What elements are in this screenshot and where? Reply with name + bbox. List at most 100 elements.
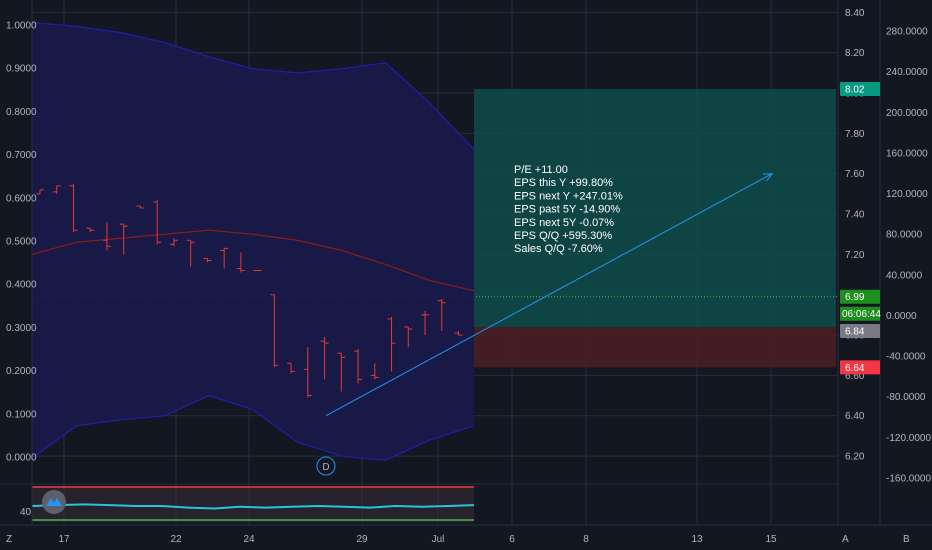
- price-axis-tick: 6.20: [845, 452, 865, 463]
- indicator-logo[interactable]: [42, 490, 66, 514]
- price-axis-tick: 8.40: [845, 8, 865, 19]
- secondary-axis-tick: -80.0000: [886, 392, 926, 403]
- price-axis-tick: 6.60: [845, 371, 865, 382]
- candle[interactable]: [102, 222, 111, 251]
- candle[interactable]: [370, 363, 379, 380]
- left-axis-tick: 0.3000: [6, 323, 37, 334]
- price-axis-tick: 7.60: [845, 169, 865, 180]
- annotation-line: EPS past 5Y -14.90%: [514, 204, 620, 216]
- stop-price-tag: 6.64: [840, 360, 880, 375]
- price-axis-tick: 7.80: [845, 129, 865, 140]
- secondary-axis-tick: 160.0000: [886, 148, 928, 159]
- left-axis-tick: 1.0000: [6, 21, 37, 32]
- candle[interactable]: [86, 227, 95, 233]
- candle[interactable]: [169, 238, 178, 247]
- price-tags: 8.02 6.99 06:06:44 6.84 6.64: [840, 82, 881, 375]
- mountain-icon: [46, 498, 62, 506]
- secondary-axis-tick: -160.0000: [886, 474, 931, 485]
- candle[interactable]: [203, 257, 212, 263]
- annotation-line: EPS this Y +99.80%: [514, 177, 613, 189]
- annotation-line: EPS next Y +247.01%: [514, 190, 623, 202]
- corner-label-auto[interactable]: A: [842, 534, 849, 545]
- corner-label-left[interactable]: Z: [6, 534, 12, 545]
- candle[interactable]: [387, 316, 396, 372]
- annotation-line: EPS Q/Q +595.30%: [514, 230, 612, 242]
- time-axis-tick: 24: [243, 534, 255, 545]
- time-axis-tick: Jul: [432, 534, 445, 545]
- target-price-tag-bg: [840, 82, 880, 96]
- stop-price-tag-text: 6.64: [845, 363, 865, 374]
- price-axis-tick: 8.20: [845, 48, 865, 59]
- candle[interactable]: [186, 239, 195, 267]
- annotation-line: EPS next 5Y -0.07%: [514, 217, 614, 229]
- stop-price-tag-bg: [840, 360, 880, 375]
- annotation-line: Sales Q/Q -7.60%: [514, 243, 603, 255]
- left-axis-tick: 0.6000: [6, 193, 37, 204]
- candle[interactable]: [52, 185, 61, 194]
- trend-arrow[interactable]: [325, 173, 774, 417]
- candle[interactable]: [69, 183, 78, 233]
- secondary-axis-tick: 240.0000: [886, 67, 928, 78]
- band-upper-line: [31, 21, 475, 150]
- secondary-axis-tick: 0.0000: [886, 311, 917, 322]
- secondary-axis-tick: 200.0000: [886, 108, 928, 119]
- oscillator-line: [31, 503, 475, 510]
- candles: [36, 183, 463, 398]
- candle[interactable]: [236, 252, 245, 273]
- candle[interactable]: [454, 331, 463, 336]
- corner-label-b[interactable]: B: [903, 534, 910, 545]
- entry-price-tag: 6.84: [840, 324, 880, 338]
- profit-zone[interactable]: [474, 89, 836, 327]
- candle[interactable]: [437, 298, 446, 332]
- candle[interactable]: [354, 349, 363, 384]
- candle[interactable]: [270, 294, 279, 368]
- entry-price-tag-text: 6.84: [845, 327, 865, 338]
- dividend-marker-label: D: [322, 462, 329, 473]
- left-axis-tick: 0.0000: [6, 453, 37, 464]
- loss-zone[interactable]: [474, 327, 836, 368]
- left-axis-tick: 0.2000: [6, 366, 37, 377]
- secondary-axis-tick: 120.0000: [886, 189, 928, 200]
- band-basis-line: [31, 229, 475, 292]
- candle[interactable]: [337, 352, 346, 392]
- arrow-head: [762, 173, 774, 182]
- left-axis-tick: 0.4000: [6, 280, 37, 291]
- candle[interactable]: [220, 247, 229, 269]
- secondary-axis-tick: 80.0000: [886, 230, 923, 241]
- countdown-text: 06:06:44: [842, 309, 881, 320]
- position-zones: [32, 89, 838, 368]
- last-price-tag-text: 6.99: [845, 292, 865, 303]
- candle[interactable]: [119, 223, 128, 255]
- band-fill: [32, 22, 474, 461]
- time-axis-tick: 17: [58, 534, 70, 545]
- dividend-marker[interactable]: [316, 456, 336, 476]
- candle[interactable]: [320, 337, 329, 380]
- time-axis-tick: 6: [509, 534, 515, 545]
- target-price-tag-text: 8.02: [845, 85, 865, 96]
- secondary-axis-tick: 40.0000: [886, 270, 923, 281]
- candle[interactable]: [287, 362, 296, 374]
- secondary-axis-tick: 280.0000: [886, 27, 928, 38]
- candle[interactable]: [153, 199, 162, 245]
- entry-price-tag-bg: [840, 324, 880, 338]
- bollinger-bands: [31, 21, 475, 461]
- candle[interactable]: [136, 205, 145, 209]
- last-price-tag: 6.99: [840, 289, 880, 304]
- candle[interactable]: [404, 326, 413, 348]
- candle[interactable]: [421, 310, 430, 336]
- annotation-line: P/E +11.00: [514, 164, 568, 176]
- oscillator-pane: 40: [0, 483, 838, 522]
- target-price-tag: 8.02: [840, 82, 880, 96]
- time-axis-tick: 8: [583, 534, 589, 545]
- time-axis-tick: 15: [765, 534, 777, 545]
- left-axis-tick: 0.7000: [6, 150, 37, 161]
- price-axis-tick: 7.20: [845, 250, 865, 261]
- arrow-line[interactable]: [325, 173, 773, 417]
- candle[interactable]: [303, 347, 312, 398]
- candle[interactable]: [36, 189, 44, 195]
- band-lower-line: [31, 394, 475, 461]
- time-axis-tick: 29: [356, 534, 368, 545]
